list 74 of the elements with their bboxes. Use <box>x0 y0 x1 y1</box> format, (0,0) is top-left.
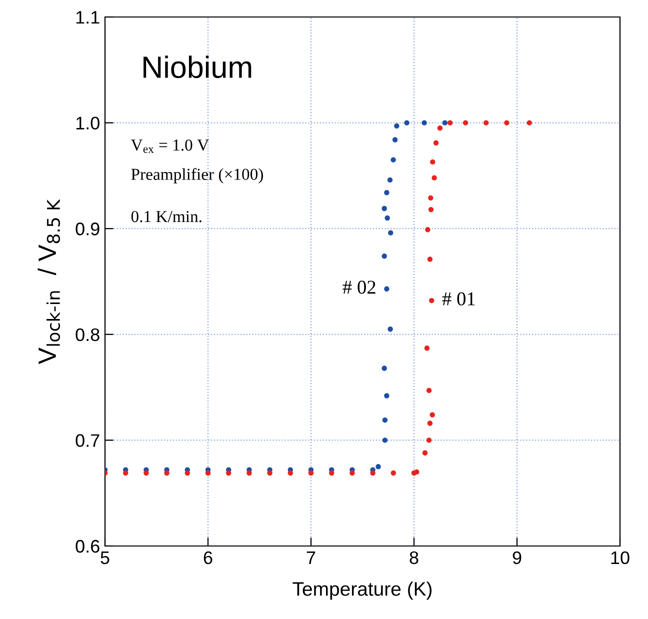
point <box>382 206 387 212</box>
point <box>246 470 252 476</box>
point <box>382 366 387 371</box>
point <box>437 125 443 131</box>
point <box>504 120 510 126</box>
point <box>384 286 390 292</box>
point <box>267 470 272 476</box>
point <box>422 120 427 126</box>
point <box>394 123 400 129</box>
point <box>164 470 170 476</box>
point <box>388 326 393 332</box>
point <box>388 230 394 236</box>
point <box>442 120 448 126</box>
point <box>123 470 128 476</box>
y-tick-label: 0.6 <box>76 540 100 553</box>
annotation: V$_{ex}$ = 1.0 V <box>130 139 209 153</box>
point <box>447 120 453 126</box>
point <box>390 470 396 476</box>
y-tick-label: 0.8 <box>76 328 100 342</box>
point <box>384 215 390 221</box>
point <box>430 159 436 165</box>
point <box>384 393 390 398</box>
point <box>392 137 398 142</box>
point <box>427 256 433 262</box>
y-tick-label: 0.7 <box>76 434 100 447</box>
y-tick-label: 1.0 <box>76 116 100 130</box>
point <box>426 438 432 443</box>
point <box>426 388 432 394</box>
point <box>370 470 376 476</box>
x-tick-label: 7 <box>306 552 316 564</box>
point <box>414 469 420 475</box>
y-tick-label: 0.9 <box>76 222 100 236</box>
x-tick-label: 10 <box>611 551 630 564</box>
point <box>428 206 434 212</box>
point <box>144 470 149 476</box>
point <box>390 157 396 162</box>
annotation: 0.1 K/min. <box>131 210 202 222</box>
point <box>484 120 489 126</box>
point <box>432 175 437 180</box>
point <box>425 227 430 232</box>
point <box>308 470 314 476</box>
point <box>376 464 381 470</box>
point <box>384 190 390 196</box>
point <box>462 120 468 126</box>
point <box>350 470 355 476</box>
point <box>288 470 293 476</box>
y-tick-label: 1.1 <box>76 11 100 24</box>
x-tick-label: 6 <box>204 551 212 564</box>
point <box>387 177 393 183</box>
text: Niobium <box>144 56 252 78</box>
y-axis-title: V$_{lock-in}$ / V$_{8.5 K}$ <box>38 199 60 364</box>
series-label: # 01 <box>442 292 475 306</box>
x-axis-title: Temperature (K) <box>292 582 432 600</box>
series-label: # 02 <box>342 280 376 294</box>
point <box>428 195 434 201</box>
point <box>205 470 211 476</box>
x-tick-label: 5 <box>100 552 110 564</box>
point <box>433 140 439 146</box>
point <box>430 412 435 418</box>
point <box>526 120 532 126</box>
point <box>382 418 388 423</box>
point <box>226 470 232 476</box>
point <box>382 254 387 259</box>
annotation: Preamplifier (×100) <box>131 168 263 184</box>
point <box>427 420 433 426</box>
point <box>382 438 388 443</box>
point <box>422 450 428 456</box>
x-tick-label: 8 <box>410 551 418 564</box>
point <box>424 346 430 351</box>
point <box>404 120 410 126</box>
point <box>184 470 190 476</box>
x-tick-label: 9 <box>512 551 522 564</box>
point <box>429 298 434 304</box>
point <box>329 470 334 476</box>
